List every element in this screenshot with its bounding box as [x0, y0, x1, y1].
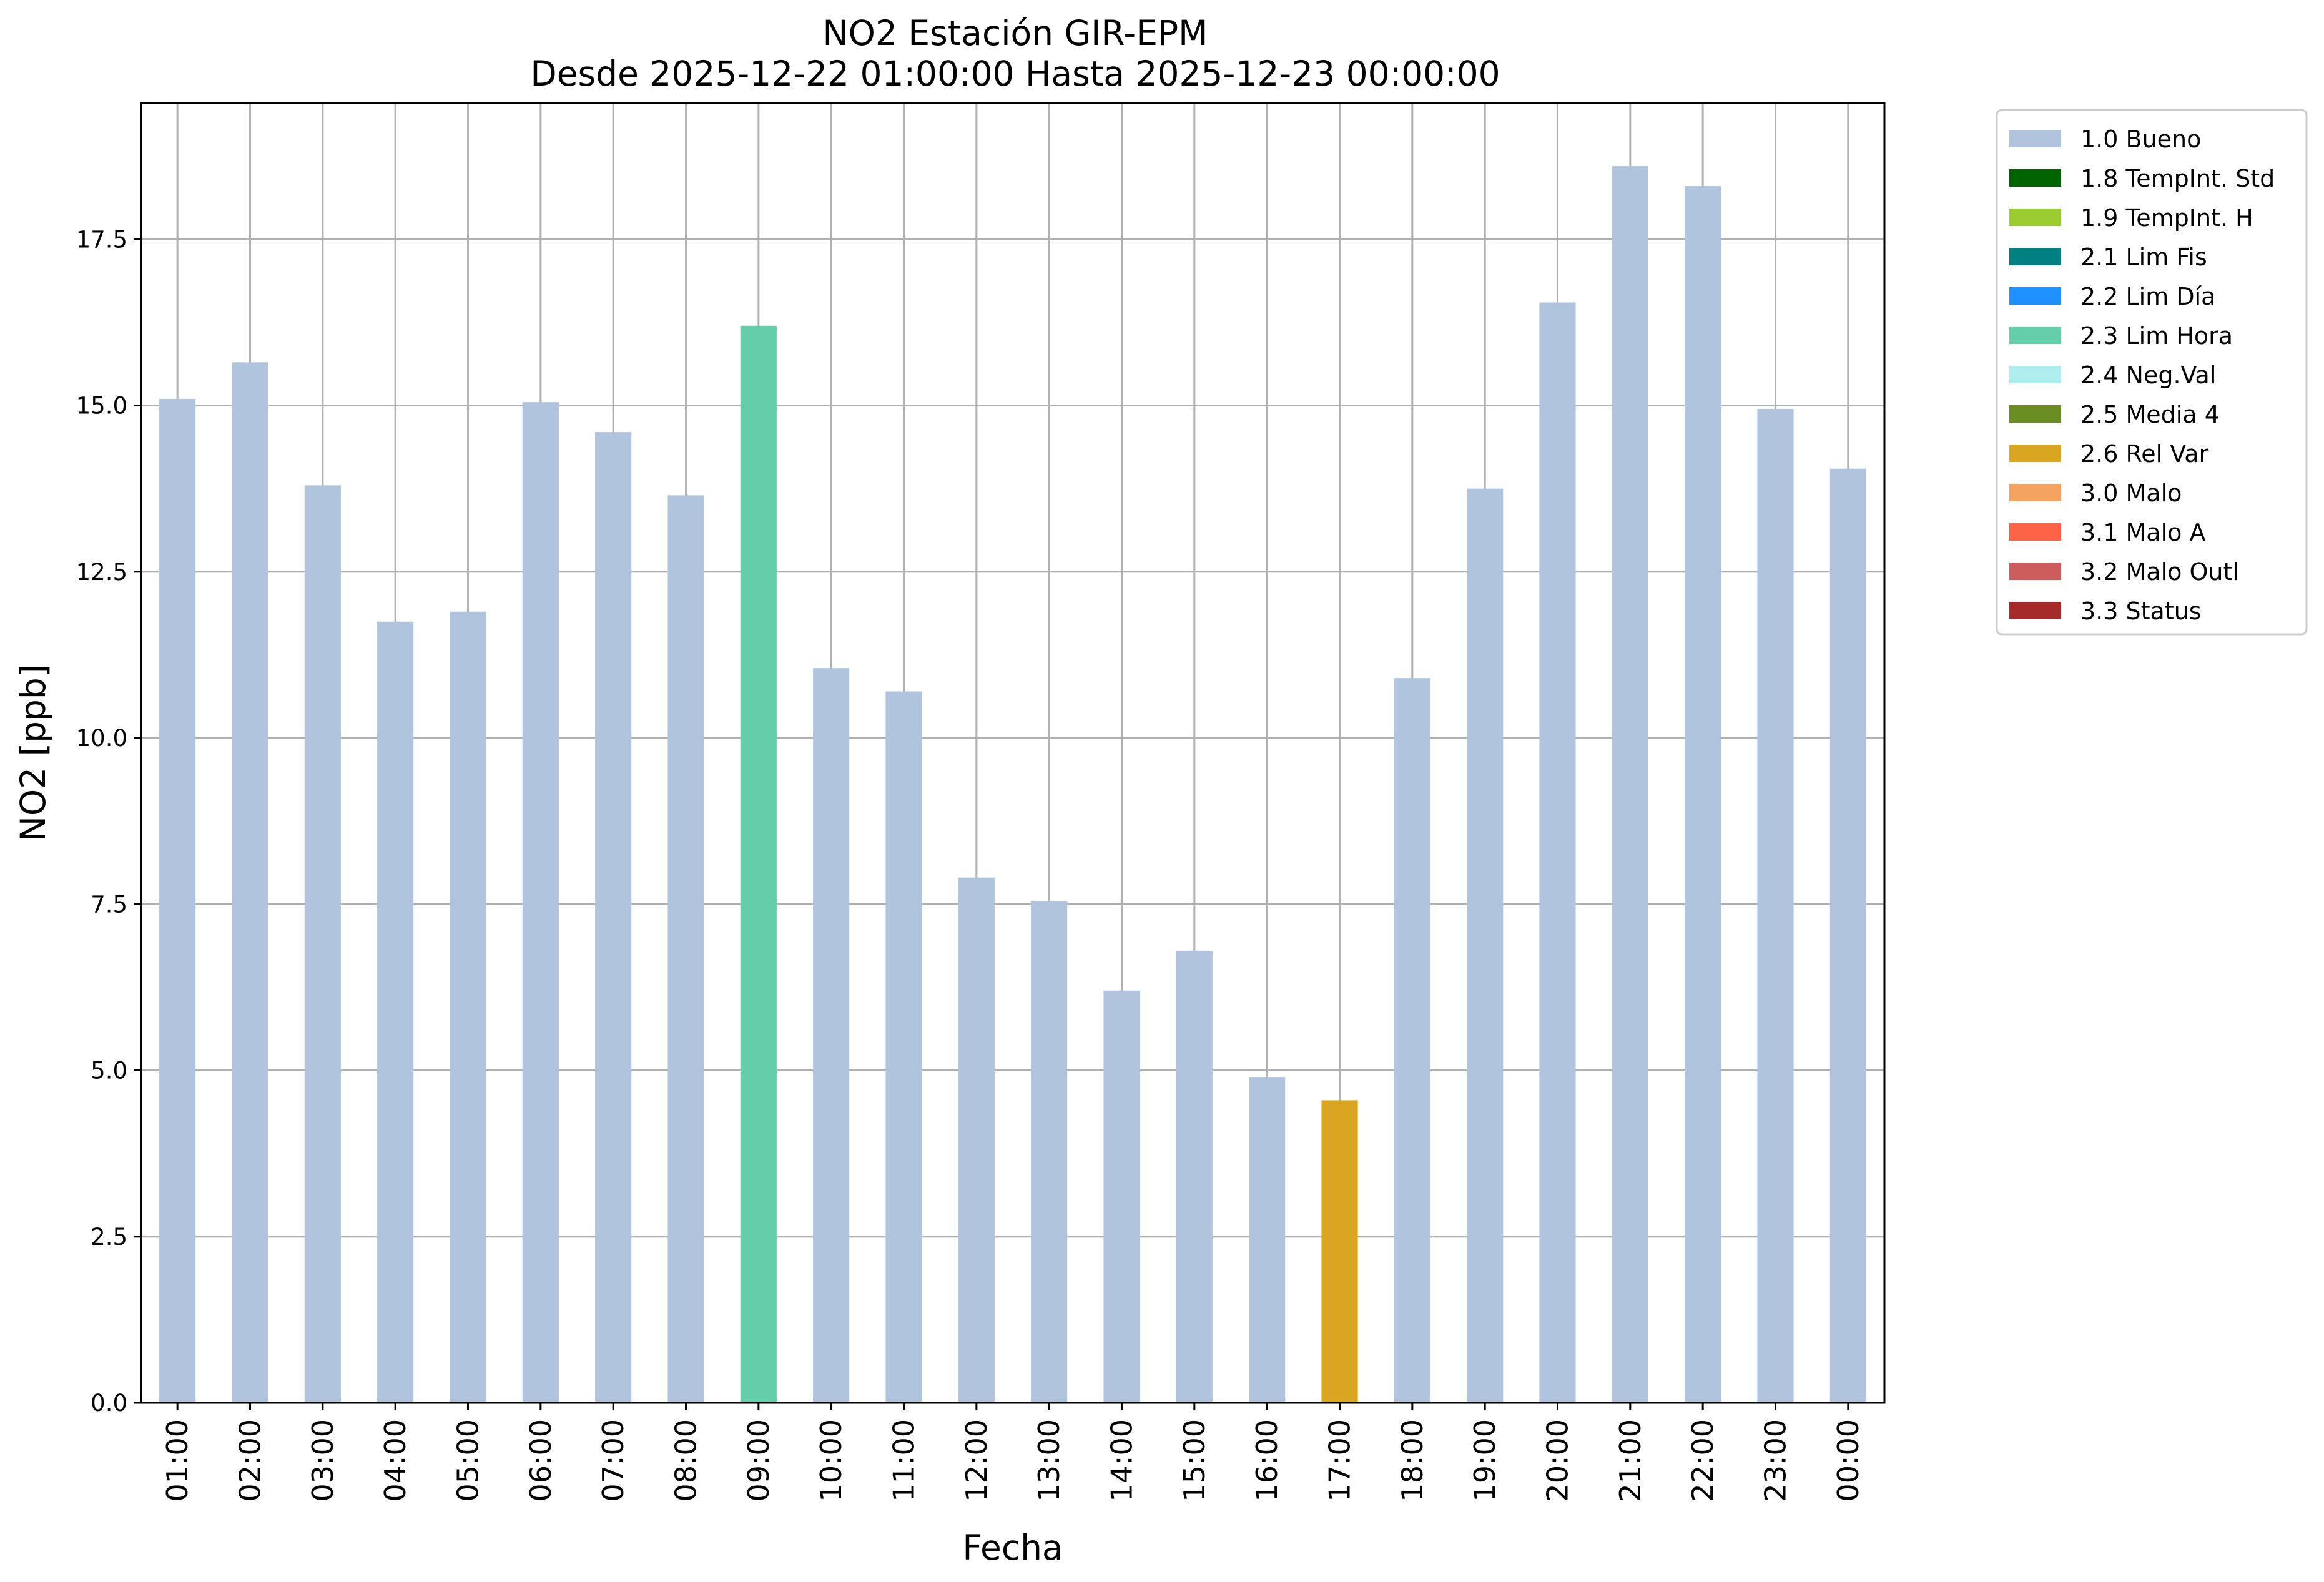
legend-label: 2.1 Lim Fis: [2080, 243, 2207, 271]
x-tick-label: 07:00: [596, 1419, 630, 1502]
chart-subtitle: Desde 2025-12-22 01:00:00 Hasta 2025-12-…: [530, 54, 1500, 94]
bar-0100: [159, 398, 196, 1403]
legend-label: 1.9 TempInt. H: [2080, 204, 2253, 232]
x-tick-label: 20:00: [1541, 1419, 1575, 1502]
legend-swatch: [2009, 287, 2061, 305]
bar-1600: [1249, 1077, 1286, 1403]
bar-2200: [1685, 186, 1721, 1403]
legend-swatch: [2009, 209, 2061, 226]
x-tick-label: 08:00: [669, 1419, 703, 1502]
x-tick-label: 13:00: [1032, 1419, 1066, 1502]
y-tick-label: 10.0: [76, 725, 127, 752]
bar-2300: [1757, 408, 1794, 1403]
bar-0800: [667, 495, 704, 1403]
x-tick-label: 01:00: [160, 1419, 194, 1502]
bar-0000: [1829, 468, 1866, 1403]
bar-1200: [958, 877, 995, 1403]
y-axis-ticks: 0.0 2.5 5.0 7.5 10.0 12.5 15.0 17.5: [76, 226, 141, 1417]
legend-label: 2.3 Lim Hora: [2080, 322, 2233, 350]
x-tick-label: 04:00: [378, 1419, 412, 1502]
bar-1400: [1103, 990, 1140, 1403]
y-tick-label: 15.0: [76, 393, 127, 420]
x-tick-label: 17:00: [1323, 1419, 1357, 1502]
bar-0400: [377, 621, 414, 1403]
x-tick-label: 22:00: [1686, 1419, 1720, 1502]
x-axis-label: Fecha: [962, 1528, 1063, 1568]
legend-swatch: [2009, 169, 2061, 187]
bar-0600: [522, 402, 559, 1403]
bar-1000: [813, 668, 850, 1403]
bars: [159, 166, 1866, 1403]
x-tick-label: 14:00: [1105, 1419, 1139, 1502]
x-tick-label: 21:00: [1613, 1419, 1647, 1502]
bar-2000: [1539, 302, 1576, 1403]
legend-swatch: [2009, 130, 2061, 147]
bar-0300: [304, 485, 341, 1403]
x-tick-label: 16:00: [1250, 1419, 1284, 1502]
legend-label: 3.1 Malo A: [2080, 519, 2205, 546]
bar-1100: [885, 691, 922, 1403]
chart-title: NO2 Estación GIR-EPM: [822, 13, 1208, 53]
x-tick-label: 18:00: [1396, 1419, 1429, 1502]
legend: 1.0 Bueno 1.8 TempInt. Std 1.9 TempInt. H 2…: [1996, 109, 2308, 636]
y-tick-label: 17.5: [76, 226, 127, 253]
x-axis-ticks: 01:00 02:00 03:00 04:00 05:00 06:00 07:00 08:00…: [160, 1403, 1865, 1502]
legend-swatch: [2009, 405, 2061, 423]
bar-1500: [1176, 950, 1213, 1403]
legend-label: 2.5 Media 4: [2080, 401, 2220, 428]
bar-1800: [1394, 678, 1430, 1403]
legend-swatch: [2009, 563, 2061, 580]
bar-0500: [450, 611, 486, 1403]
legend-label: 1.0 Bueno: [2080, 125, 2201, 153]
y-axis-label: NO2 [ppb]: [13, 664, 53, 842]
x-tick-label: 03:00: [306, 1419, 340, 1502]
legend-frame: [1996, 109, 2308, 636]
x-tick-label: 05:00: [451, 1419, 485, 1502]
plot-frame: [140, 102, 1886, 1404]
y-tick-label: 5.0: [91, 1058, 127, 1084]
y-tick-label: 0.0: [91, 1390, 127, 1417]
bar-0200: [232, 362, 268, 1403]
legend-label: 2.2 Lim Día: [2080, 283, 2215, 310]
legend-swatch: [2009, 248, 2061, 265]
x-tick-label: 10:00: [814, 1419, 848, 1502]
x-tick-label: 23:00: [1759, 1419, 1793, 1502]
legend-swatch: [2009, 327, 2061, 344]
bar-1900: [1467, 488, 1504, 1403]
x-tick-label: 00:00: [1831, 1419, 1865, 1502]
legend-label: 3.2 Malo Outl: [2080, 558, 2239, 586]
legend-label: 3.0 Malo: [2080, 479, 2182, 507]
y-tick-label: 2.5: [91, 1224, 127, 1250]
bar-1700: [1321, 1100, 1358, 1403]
legend-swatch: [2009, 366, 2061, 383]
bar-2100: [1612, 166, 1648, 1403]
legend-label: 2.4 Neg.Val: [2080, 361, 2216, 389]
legend-swatch: [2009, 445, 2061, 462]
bar-1300: [1031, 900, 1068, 1403]
legend-swatch: [2009, 484, 2061, 501]
legend-label: 1.8 TempInt. Std: [2080, 165, 2275, 192]
legend-swatch: [2009, 602, 2061, 619]
y-tick-label: 7.5: [91, 891, 127, 918]
legend-label: 2.6 Rel Var: [2080, 440, 2209, 468]
x-tick-label: 09:00: [742, 1419, 775, 1502]
x-tick-label: 02:00: [234, 1419, 267, 1502]
legend-label: 3.3 Status: [2080, 597, 2202, 625]
x-tick-label: 15:00: [1178, 1419, 1211, 1502]
y-tick-label: 12.5: [76, 559, 127, 586]
x-tick-label: 19:00: [1468, 1419, 1502, 1502]
bar-0900: [740, 325, 777, 1403]
bar-0700: [595, 432, 632, 1403]
legend-swatch: [2009, 523, 2061, 541]
x-tick-label: 06:00: [524, 1419, 558, 1502]
x-tick-label: 12:00: [960, 1419, 993, 1502]
x-tick-label: 11:00: [887, 1419, 921, 1502]
